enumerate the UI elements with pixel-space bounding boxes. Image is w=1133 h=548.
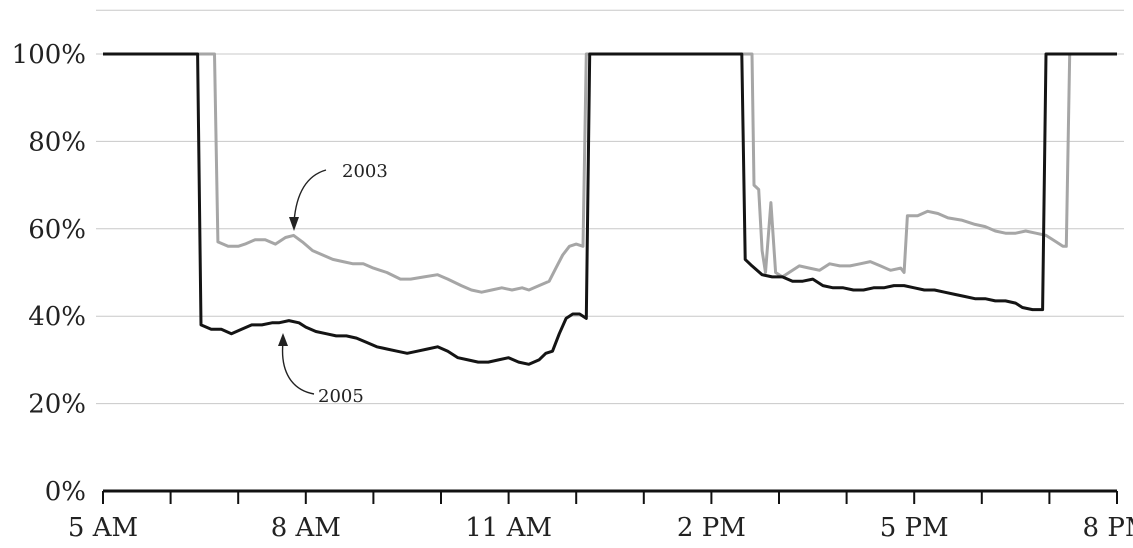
y-tick-label-20: 20% [28, 390, 86, 420]
series-lines [103, 52, 1117, 366]
annotation-arrowhead-2005 [278, 333, 288, 346]
annotations: 2003 2005 [278, 161, 388, 407]
x-axis-labels: 5 AM 8 AM 11 AM 2 PM 5 PM 8 PM [68, 513, 1133, 543]
annotation-label-2005: 2005 [318, 386, 364, 407]
series-line-2005 [103, 52, 1117, 366]
annotation-label-2003: 2003 [342, 161, 388, 182]
y-tick-label-80: 80% [28, 127, 86, 157]
x-tick-label-14: 2 PM [677, 513, 746, 543]
x-axis [102, 489, 1118, 504]
x-tick-label-20: 8 PM [1083, 513, 1133, 543]
y-tick-label-0: 0% [45, 477, 86, 507]
x-tick-label-5: 5 AM [68, 513, 138, 543]
y-tick-label-60: 60% [28, 215, 86, 245]
y-tick-label-40: 40% [28, 302, 86, 332]
annotation-arrow-2005 [281, 341, 315, 395]
annotation-arrowhead-2003 [289, 217, 299, 231]
y-tick-label-100: 100% [12, 40, 86, 70]
series-line-2003 [103, 52, 1117, 294]
x-tick-label-8: 8 AM [271, 513, 341, 543]
x-tick-label-17: 5 PM [880, 513, 949, 543]
annotation-arrow-2003 [293, 169, 327, 223]
y-axis-labels: 0% 20% 40% 60% 80% 100% [12, 40, 86, 507]
gridlines [96, 9, 1124, 405]
x-tick-label-11: 11 AM [465, 513, 552, 543]
